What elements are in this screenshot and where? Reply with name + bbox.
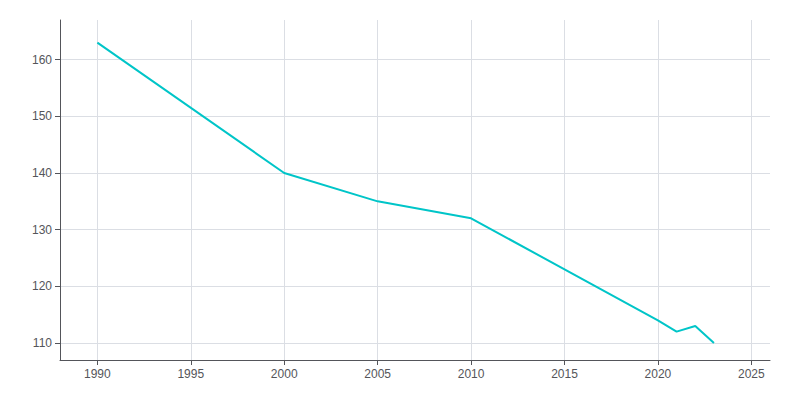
svg-text:110: 110 xyxy=(33,336,52,350)
svg-text:130: 130 xyxy=(32,223,52,237)
svg-text:2005: 2005 xyxy=(364,367,391,381)
svg-text:120: 120 xyxy=(32,279,52,293)
svg-text:2010: 2010 xyxy=(458,367,485,381)
svg-text:150: 150 xyxy=(32,109,52,123)
svg-text:1995: 1995 xyxy=(177,367,204,381)
svg-text:2025: 2025 xyxy=(738,367,765,381)
svg-text:2020: 2020 xyxy=(645,367,672,381)
svg-text:1990: 1990 xyxy=(84,367,111,381)
svg-text:160: 160 xyxy=(32,53,52,67)
svg-text:2000: 2000 xyxy=(271,367,298,381)
svg-text:140: 140 xyxy=(32,166,52,180)
svg-text:2015: 2015 xyxy=(551,367,578,381)
